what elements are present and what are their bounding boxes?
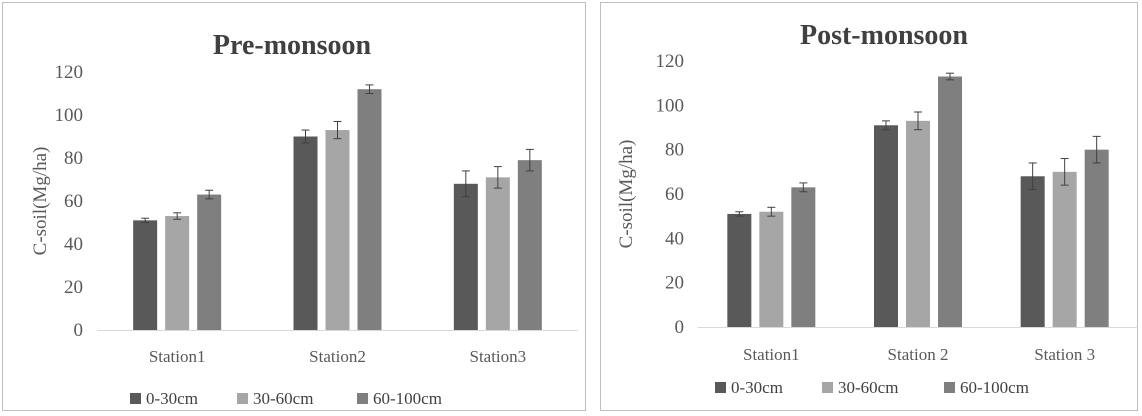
bar-60-100cm-station2 [357,89,382,330]
legend-label: 60-100cm [960,378,1029,397]
y-tick-label: 20 [64,277,83,298]
bar-60-100cm-station2 [938,76,962,328]
post-monsoon-chart-svg: Post-monsoon 0 20 40 60 80 100 120 C-soil(Mg/ha)… [600,2,1138,411]
y-tick-label: 80 [64,148,83,169]
bar-60-100cm-station1 [791,187,816,327]
legend-label: 30-60cm [253,389,313,408]
x-tick-label: Station1 [149,347,206,366]
bar-0-30cm-station1 [727,213,752,327]
bar-60-100cm-station3 [517,160,542,330]
y-axis-label: C-soil(Mg/ha) [30,147,51,256]
legend-label: 60-100cm [373,389,442,408]
x-tick-label: Station 2 [888,345,949,364]
legend-swatch [357,393,368,404]
y-tick-label: 40 [64,234,83,255]
pre-monsoon-chart-svg: Pre-monsoon 0 20 40 60 80 100 120 C-soil(Mg/ha) S… [2,2,586,411]
legend-swatch [237,393,248,404]
pre-monsoon-chart: Pre-monsoon 0 20 40 60 80 100 120 C-soil(Mg/ha) S… [2,2,588,412]
x-tick-label: Station3 [469,347,526,366]
chart-title: Pre-monsoon [213,30,372,61]
x-tick-label: Station 3 [1034,345,1095,364]
bar-0-30cm-station3 [1020,176,1045,327]
y-tick-label: 40 [665,228,684,249]
y-tick-label: 100 [656,95,685,116]
bar-0-30cm-station1 [133,220,158,330]
y-tick-label: 80 [665,140,684,161]
chart-title: Post-monsoon [800,20,968,51]
bar-30-60cm-station3 [1052,171,1077,327]
legend-swatch [130,393,141,404]
y-tick-label: 120 [656,51,685,72]
legend-label: 30-60cm [838,378,898,397]
x-tick-label: Station2 [309,347,366,366]
legend-swatch [715,382,726,393]
y-tick-label: 60 [64,191,83,212]
y-axis-label: C-soil(Mg/ha) [616,140,637,249]
bar-0-30cm-station2 [874,125,898,328]
bar-30-60cm-station1 [165,216,190,330]
post-monsoon-chart: Post-monsoon 0 20 40 60 80 100 120 C-soil(Mg/ha)… [600,2,1140,412]
bar-30-60cm-station2 [906,120,930,327]
x-tick-label: Station1 [743,345,800,364]
legend-swatch [944,382,955,393]
chart-border [600,2,1138,411]
y-tick-label: 120 [55,62,84,83]
bar-60-100cm-station3 [1084,149,1109,327]
bar-60-100cm-station1 [197,194,222,330]
bar-30-60cm-station2 [325,130,350,330]
y-tick-label: 0 [675,317,685,338]
bar-0-30cm-station2 [293,136,318,330]
legend-label: 0-30cm [731,378,783,397]
bar-30-60cm-station3 [485,177,510,330]
legend-swatch [822,382,833,393]
y-tick-label: 0 [74,320,84,341]
y-tick-label: 100 [55,105,84,126]
legend-label: 0-30cm [146,389,198,408]
bar-30-60cm-station1 [759,211,784,327]
y-tick-label: 60 [665,184,684,205]
bar-0-30cm-station3 [453,183,478,330]
y-tick-label: 20 [665,273,684,294]
